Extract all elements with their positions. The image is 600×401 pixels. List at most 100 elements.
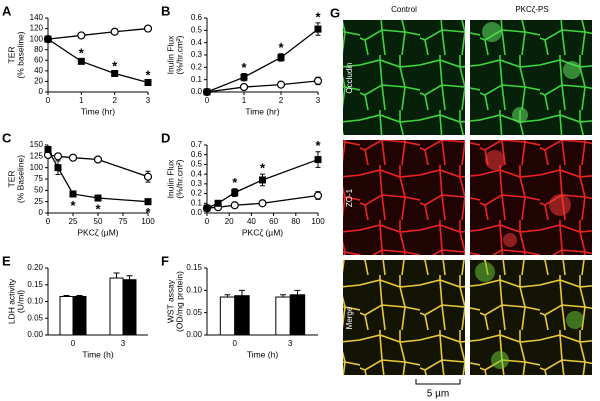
x-tick-label: 100: [311, 217, 325, 226]
y-tick-label: 25: [34, 197, 43, 206]
marker: [276, 80, 286, 89]
y-tick-label: 20: [34, 77, 43, 86]
x-axis-label: Time (h): [82, 349, 113, 359]
line: [47, 27, 149, 40]
x-tick-label: 3: [316, 96, 321, 105]
y-axis-label: TER: [6, 47, 16, 64]
marker: [230, 201, 239, 210]
y-tick-label: 150: [30, 140, 44, 149]
x-tick-label: 2: [112, 96, 117, 105]
x-axis-label: PKCζ (µM): [242, 227, 283, 237]
y-axis-label: TER: [6, 171, 16, 188]
marker: [203, 88, 211, 96]
error-bar: [126, 275, 133, 280]
y-tick-label: 80: [34, 45, 43, 54]
x-tick-label: 20: [225, 217, 234, 226]
line: [206, 80, 319, 93]
bar: [219, 296, 236, 336]
marker: [68, 153, 78, 162]
marker: [239, 82, 249, 92]
y-axis-label: (% baseline): [15, 31, 25, 78]
y-axis-label: (% Baseline): [15, 155, 25, 203]
micrograph: [343, 140, 465, 255]
marker: [94, 194, 102, 202]
y-tick-label: 125: [30, 151, 44, 160]
y-tick-label: 0.5: [191, 25, 203, 34]
error-bar: [238, 289, 245, 296]
row-label: Merge: [345, 306, 354, 329]
row-label: ZO-1: [345, 188, 354, 207]
x-tick-label: 3: [288, 339, 293, 348]
y-tick-label: 0.3: [191, 50, 203, 59]
x-tick-label: 100: [141, 217, 155, 226]
marker: [277, 53, 285, 61]
bar: [275, 296, 291, 336]
marker: [54, 164, 62, 172]
x-tick-label: 3: [146, 96, 151, 105]
marker: [313, 191, 323, 200]
marker: [69, 190, 77, 198]
bar: [59, 295, 74, 336]
bright-aggregate: [482, 22, 581, 123]
bar: [109, 277, 124, 336]
micrograph: [343, 20, 465, 135]
y-tick-label: 0.6: [191, 150, 203, 159]
bar: [72, 295, 87, 336]
y-tick-label: 0.10: [186, 285, 202, 294]
marker: [111, 70, 119, 77]
panel-letter: B: [161, 3, 170, 18]
y-tick-label: 100: [30, 163, 44, 172]
x-tick-label: 25: [69, 217, 78, 226]
row-label: Occludin: [345, 62, 354, 93]
y-axis-label: LDH activity: [6, 278, 16, 324]
panel-letter: A: [2, 3, 12, 18]
significance-label: *: [79, 46, 85, 61]
x-axis-label: PKCζ (µM): [77, 227, 118, 237]
y-tick-label: 0.7: [191, 140, 203, 149]
marker: [258, 199, 267, 208]
y-tick-label: 0.10: [27, 297, 43, 306]
bar: [289, 294, 306, 336]
marker: [313, 76, 323, 86]
x-tick-label: 3: [121, 339, 126, 348]
marker: [314, 156, 322, 164]
error-bar: [113, 272, 120, 279]
y-tick-label: 0.15: [27, 280, 43, 289]
bright-aggregate: [485, 150, 571, 247]
x-tick-label: 80: [291, 217, 300, 226]
y-axis-label: Inulin Flux: [165, 159, 175, 198]
y-tick-label: 140: [30, 13, 44, 22]
y-axis-label: (U/ml): [15, 290, 25, 313]
y-tick-label: 0.05: [186, 308, 202, 317]
marker: [143, 24, 153, 33]
y-tick-label: 0.4: [191, 38, 203, 47]
marker: [77, 57, 85, 65]
y-tick-label: 120: [30, 24, 44, 33]
marker: [143, 172, 153, 181]
bar: [234, 295, 250, 336]
x-tick-label: 0: [233, 339, 238, 348]
marker: [44, 146, 52, 154]
line: [47, 38, 149, 84]
significance-label: *: [95, 201, 101, 216]
x-tick-label: 40: [247, 217, 256, 226]
x-tick-label: 75: [119, 217, 128, 226]
panel-letter: D: [161, 130, 170, 145]
y-tick-label: 0.00: [27, 330, 43, 339]
marker: [53, 152, 63, 161]
marker: [144, 198, 152, 206]
marker: [240, 73, 248, 81]
marker: [144, 78, 152, 86]
x-tick-label: 1: [79, 96, 84, 105]
significance-label: *: [260, 161, 266, 176]
x-tick-label: 0: [46, 96, 51, 105]
significance-label: *: [70, 198, 76, 213]
y-axis-label: (OD/mg protein): [174, 271, 184, 332]
y-tick-label: 0.15: [186, 263, 202, 272]
x-tick-label: 50: [94, 217, 103, 226]
panel-letter: C: [2, 130, 12, 145]
significance-label: *: [112, 58, 118, 73]
significance-label: *: [232, 175, 238, 190]
error-bar: [63, 294, 70, 297]
